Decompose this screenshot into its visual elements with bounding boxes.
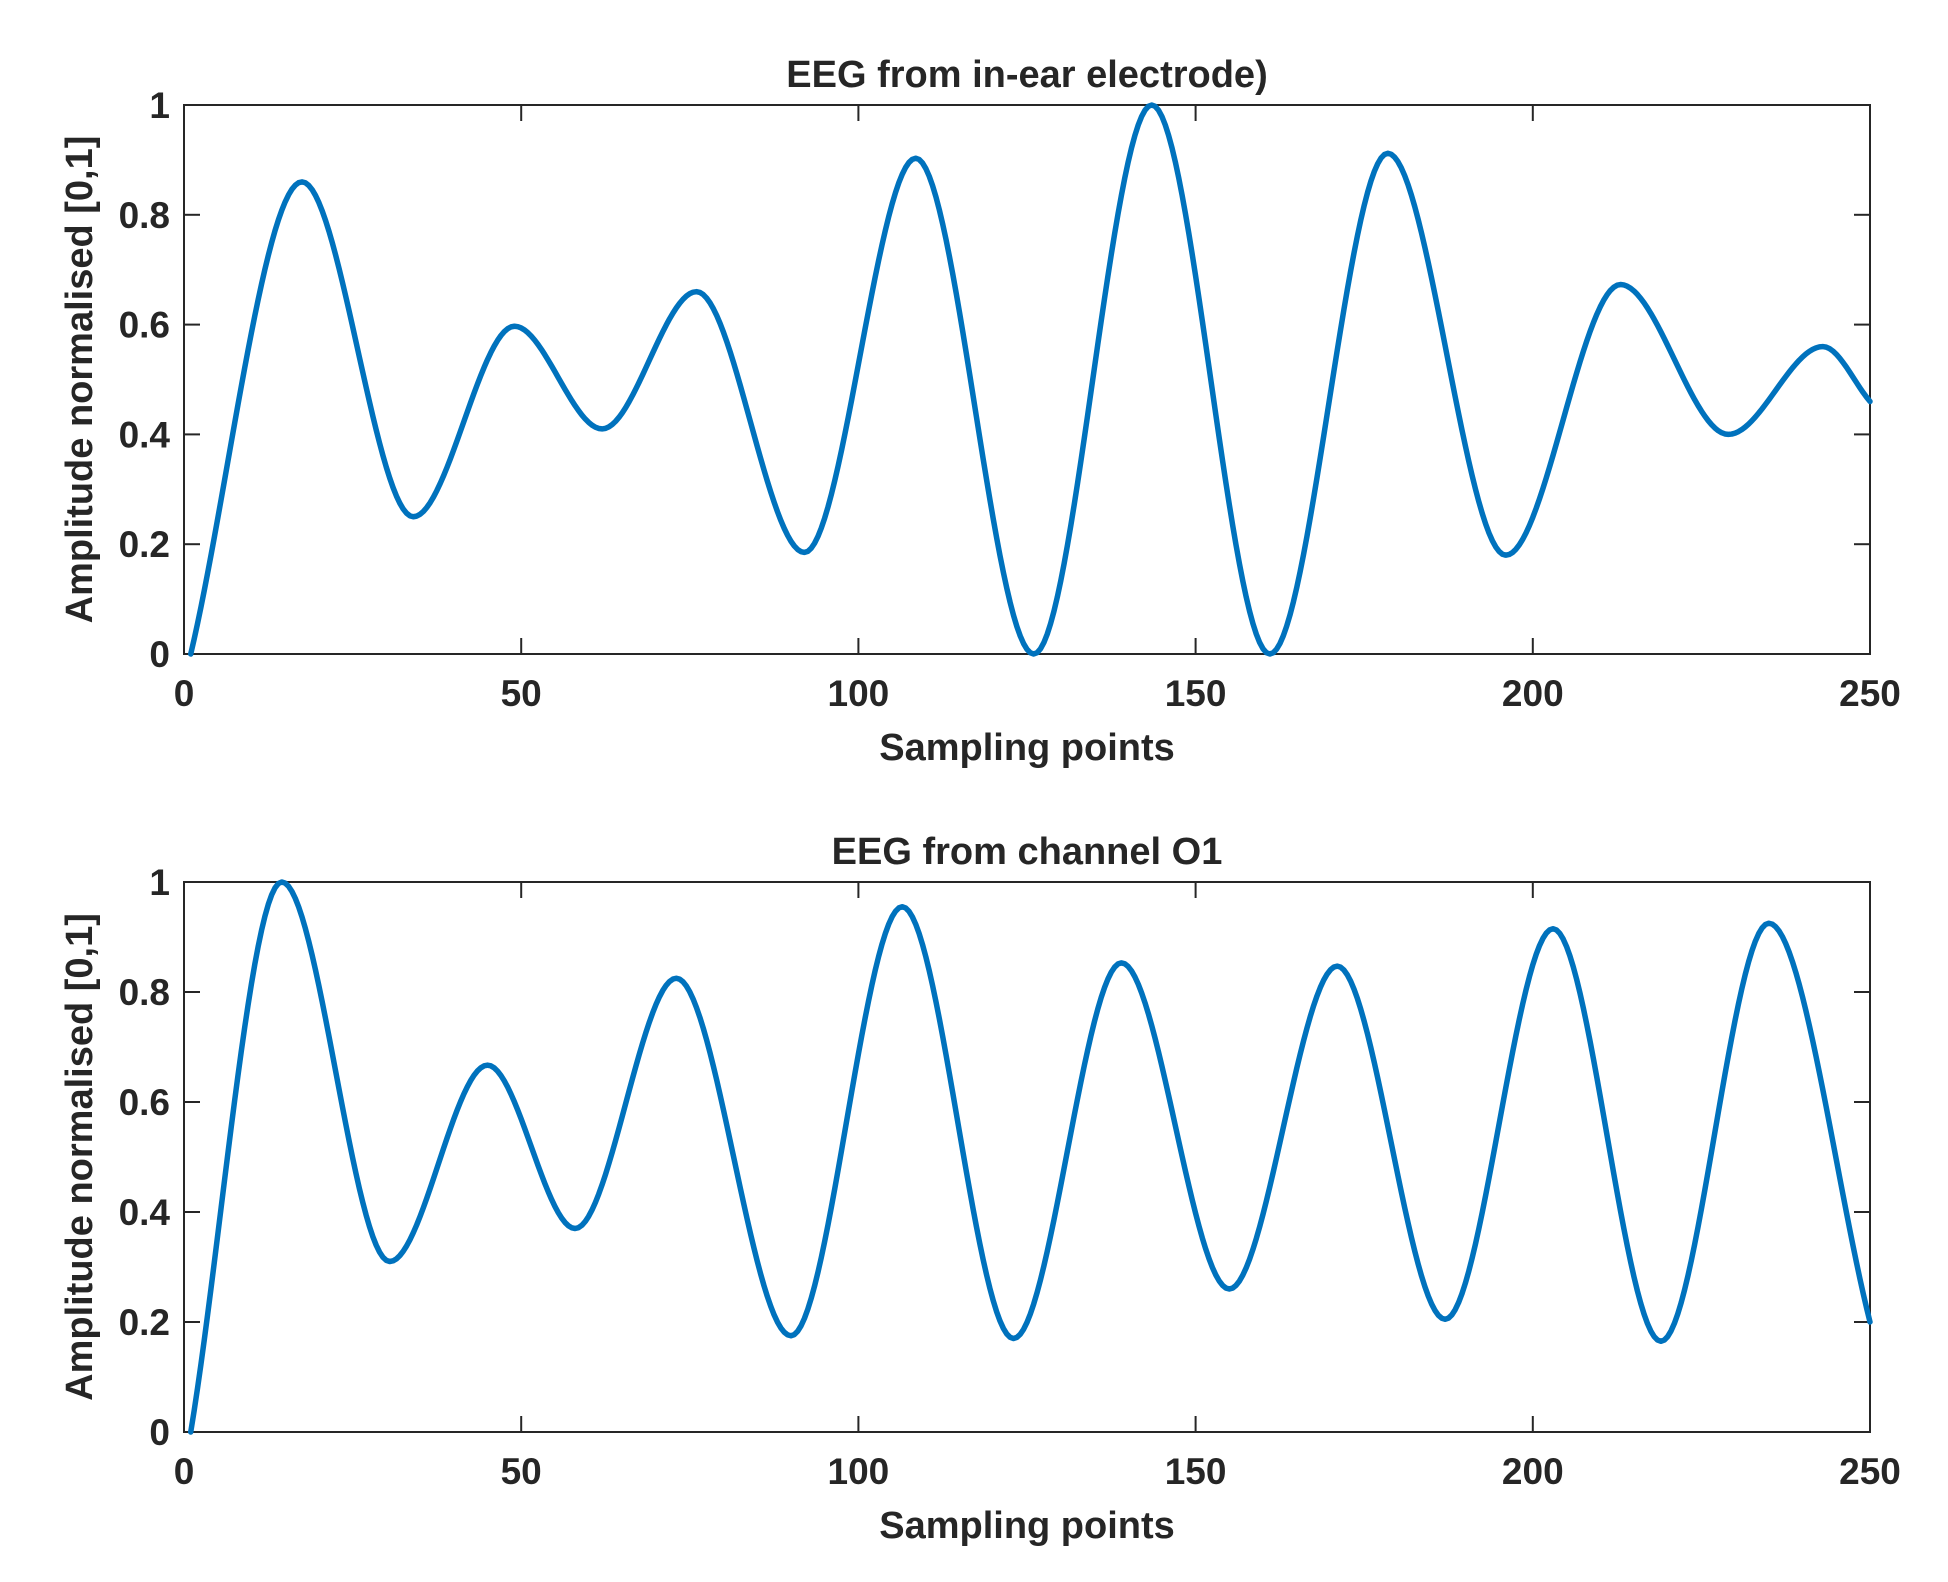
x-tick-label: 250: [1839, 1451, 1901, 1492]
y-tick-label: 0: [149, 1412, 170, 1453]
x-tick-label: 50: [501, 1451, 542, 1492]
x-axis-label: Sampling points: [879, 1505, 1175, 1547]
series-line: [187, 102, 1873, 657]
axes-box: [183, 881, 1871, 1433]
y-tick-label: 0.2: [119, 524, 170, 565]
chart-2: 0 50 100 150 200 250 0 0.2 0.4 0.6 0.8 1 EEG from ch…: [59, 831, 1901, 1547]
x-tick-label: 0: [174, 673, 195, 714]
y-tick-label: 0.6: [119, 305, 170, 346]
x-tick-label: 100: [828, 673, 890, 714]
y-tick-label: 0.6: [119, 1082, 170, 1123]
y-tick-label: 0.4: [119, 414, 171, 455]
chart-1: 0 50 100 150 200 250 0 0.2 0.4 0.6 0.8 1 EEG from in…: [59, 54, 1901, 769]
x-tick-label: 50: [501, 673, 542, 714]
y-tick-label: 0.8: [119, 972, 170, 1013]
x-tick-label: 150: [1165, 1451, 1227, 1492]
x-tick-label: 200: [1502, 673, 1564, 714]
y-tick-label: 0: [149, 634, 170, 675]
x-tick-label: 0: [174, 1451, 195, 1492]
y-tick-label: 1: [149, 862, 170, 903]
x-tick-label: 100: [828, 1451, 890, 1492]
chart-title: EEG from in-ear electrode): [786, 54, 1267, 96]
x-tick-label: 250: [1839, 673, 1901, 714]
chart-title: EEG from channel O1: [832, 831, 1223, 873]
x-tick-label: 150: [1165, 673, 1227, 714]
x-axis-label: Sampling points: [879, 727, 1175, 769]
series-line: [187, 879, 1873, 1435]
axes-box: [183, 104, 1871, 655]
y-tick-label: 0.2: [119, 1302, 170, 1343]
x-tick-label: 200: [1502, 1451, 1564, 1492]
y-tick-label: 1: [149, 85, 170, 126]
y-tick-label: 0.8: [119, 195, 170, 236]
y-axis-label: Amplitude normalised [0,1]: [59, 136, 101, 624]
y-axis-label: Amplitude normalised [0,1]: [59, 913, 101, 1401]
y-tick-label: 0.4: [119, 1192, 171, 1233]
